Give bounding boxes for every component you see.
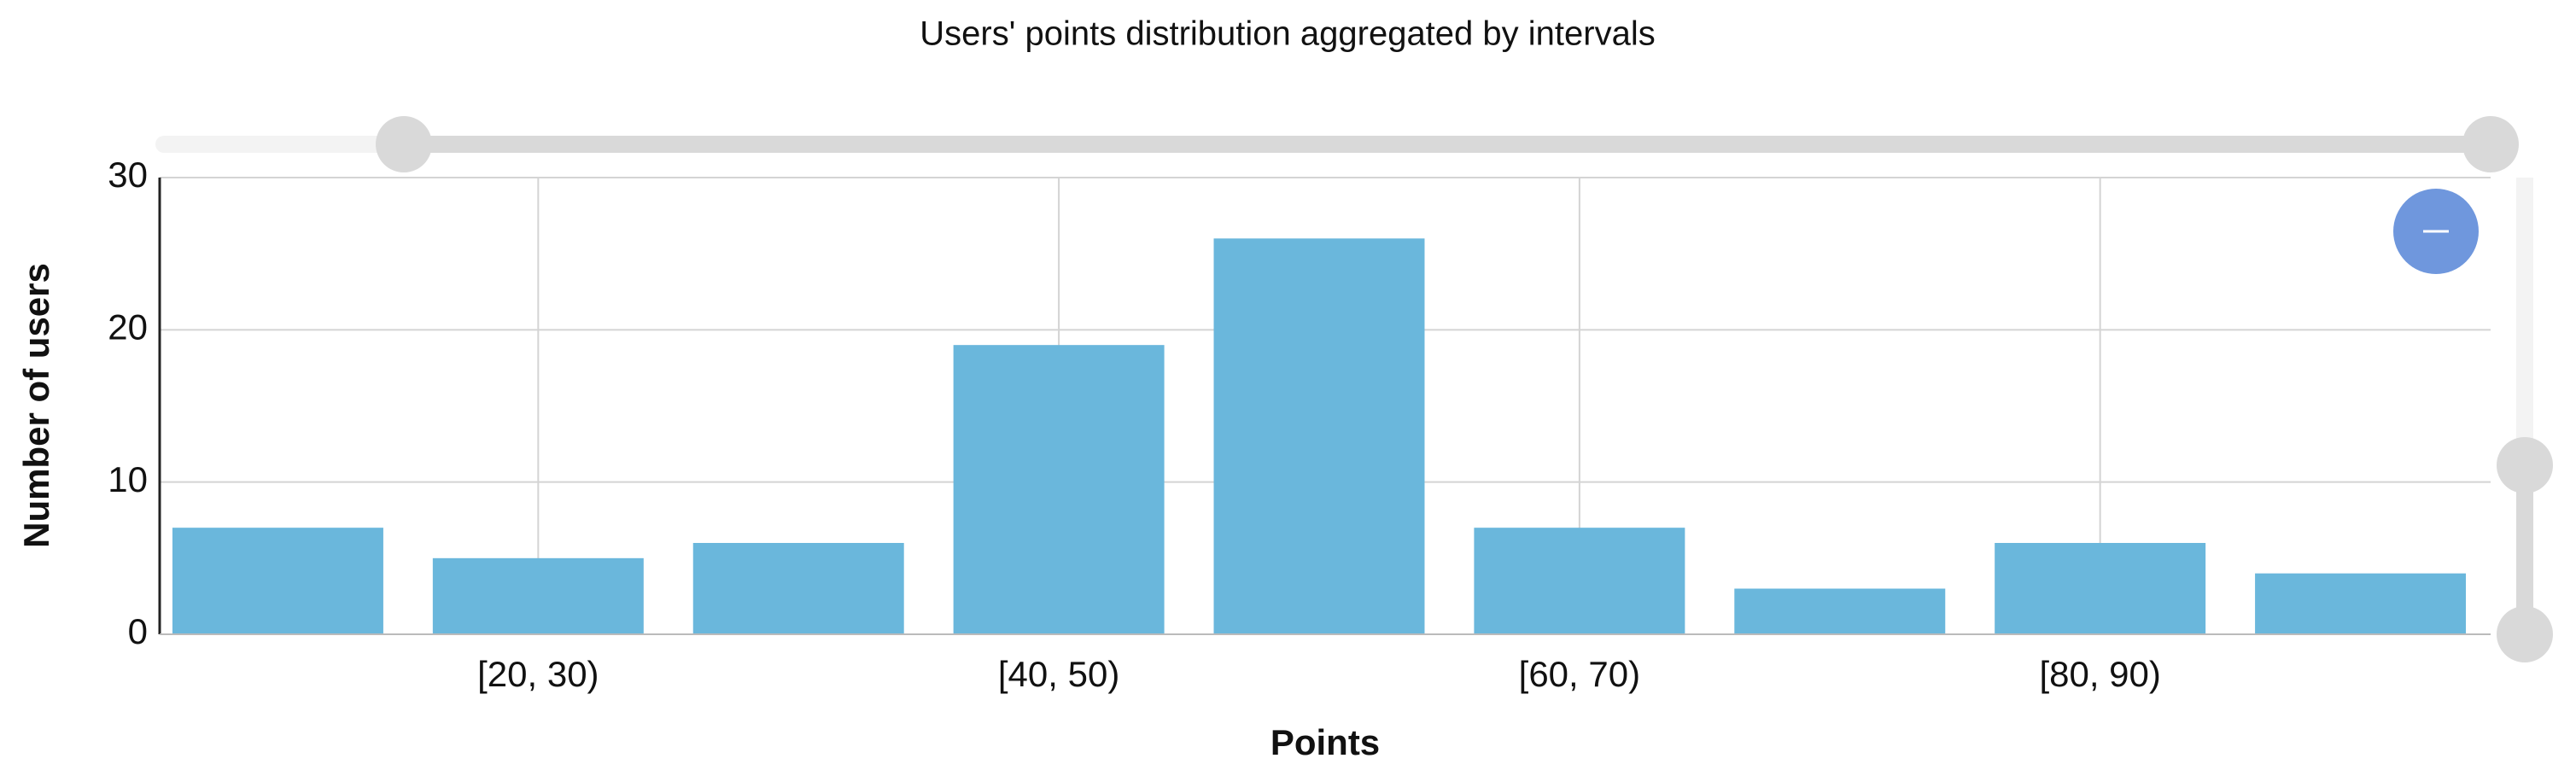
bar xyxy=(2255,573,2467,634)
bar xyxy=(1474,528,1685,634)
y-tick-label: 0 xyxy=(128,611,148,651)
x-tick-label: [80, 90) xyxy=(2039,654,2160,694)
zoom-out-button[interactable] xyxy=(2393,189,2479,274)
y-tick-label: 20 xyxy=(108,306,148,347)
x-tick-label: [40, 50) xyxy=(998,654,1119,694)
bar xyxy=(1734,588,1946,634)
y-zoom-slider[interactable] xyxy=(2497,178,2553,662)
bar xyxy=(432,557,644,634)
bar xyxy=(172,528,383,634)
bar xyxy=(1213,238,1425,634)
slider-handle[interactable] xyxy=(376,116,432,172)
bar xyxy=(1995,543,2206,634)
x-tick-label: [20, 30) xyxy=(477,654,599,694)
x-tick-label: [60, 70) xyxy=(1519,654,1640,694)
y-tick-label: 30 xyxy=(108,155,148,195)
slider-handle[interactable] xyxy=(2497,606,2553,662)
y-axis-label: Number of users xyxy=(16,263,56,548)
slider-handle[interactable] xyxy=(2497,437,2553,493)
plot-area: 0 10 20 30 [20, 30) [40, 50) [60, 70) [80, 90) xyxy=(108,155,2491,694)
bar xyxy=(953,345,1165,634)
x-zoom-slider[interactable] xyxy=(155,116,2519,172)
bar xyxy=(692,543,904,634)
y-tick-label: 10 xyxy=(108,459,148,499)
chart-title: Users' points distribution aggregated by… xyxy=(920,15,1655,53)
x-axis-label: Points xyxy=(1270,722,1380,762)
slider-handle[interactable] xyxy=(2462,116,2519,172)
